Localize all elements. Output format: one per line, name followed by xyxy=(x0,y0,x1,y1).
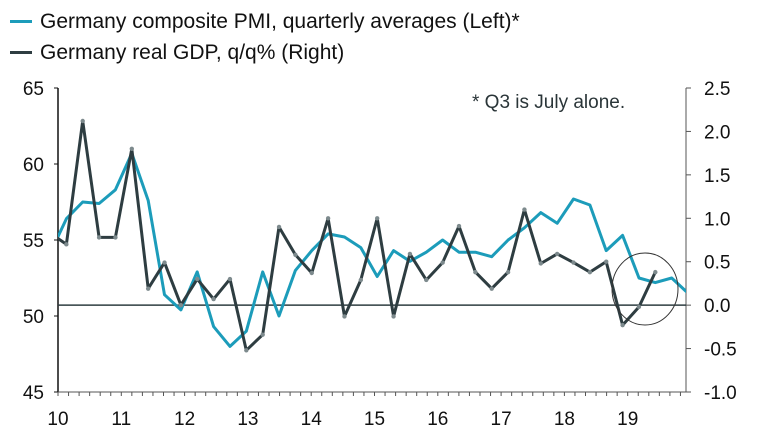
left-tick-label: 65 xyxy=(23,79,44,100)
legend: Germany composite PMI, quarterly average… xyxy=(10,6,520,68)
gdp-point xyxy=(227,276,233,282)
gdp-point xyxy=(145,286,151,291)
x-tick-label: 10 xyxy=(47,409,68,430)
legend-swatch-pmi xyxy=(10,20,32,23)
gdp-point xyxy=(571,260,576,265)
right-tick-label: 0.5 xyxy=(704,253,730,274)
gdp-point xyxy=(620,322,625,328)
gdp-point xyxy=(489,286,494,291)
x-tick-label: 17 xyxy=(491,409,512,430)
gdp-point xyxy=(276,224,282,230)
legend-item-pmi: Germany composite PMI, quarterly average… xyxy=(10,6,520,37)
gdp-point xyxy=(538,261,543,266)
gdp-point xyxy=(505,269,511,275)
gdp-point xyxy=(358,277,364,283)
legend-label-pmi: Germany composite PMI, quarterly average… xyxy=(40,9,520,33)
legend-item-gdp: Germany real GDP, q/q% (Right) xyxy=(10,37,520,68)
right-tick-label: 1.5 xyxy=(704,166,730,187)
gdp-point xyxy=(129,146,134,151)
gdp-point xyxy=(113,235,118,240)
series-layer xyxy=(48,118,686,353)
left-tick-label: 55 xyxy=(23,231,44,252)
right-tick-label: 0.0 xyxy=(704,296,730,317)
x-tick-label: 16 xyxy=(427,409,448,430)
gdp-point xyxy=(96,235,102,240)
axes: 65 60 55 50 45 2.5 2.0 1.5 1.0 0.5 0.0 -0.5 -1.0 10 11… xyxy=(23,79,737,430)
x-tick-label: 18 xyxy=(554,409,575,430)
highlight-circle xyxy=(611,252,679,326)
x-tick-label: 19 xyxy=(617,409,638,430)
gdp-point xyxy=(375,216,380,221)
gdp-point xyxy=(293,252,298,257)
gdp-point xyxy=(48,231,52,235)
gdp-point xyxy=(424,277,429,283)
legend-swatch-gdp xyxy=(10,51,32,54)
x-tick-label: 11 xyxy=(111,409,131,430)
pmi-line xyxy=(58,151,686,348)
gdp-line xyxy=(58,119,657,352)
gdp-point xyxy=(244,348,249,353)
gdp-point xyxy=(178,302,184,308)
left-tick-label: 60 xyxy=(23,155,44,176)
gdp-point xyxy=(554,251,560,257)
gdp-point xyxy=(162,260,167,265)
x-tick-label: 15 xyxy=(364,409,385,430)
x-tick-label: 14 xyxy=(301,409,323,430)
left-tick-label: 50 xyxy=(23,307,44,328)
gdp-point xyxy=(325,216,331,221)
x-tick-label: 12 xyxy=(174,409,195,430)
gdp-point xyxy=(64,242,69,247)
x-tick-label: 13 xyxy=(237,409,258,430)
gdp-point xyxy=(407,251,413,257)
gdp-point xyxy=(211,296,216,302)
left-tick-label: 45 xyxy=(23,383,44,404)
gdp-point xyxy=(473,269,478,275)
gdp-point xyxy=(309,270,314,276)
gdp-point xyxy=(653,269,658,275)
gdp-point xyxy=(260,332,265,337)
right-tick-label: 1.0 xyxy=(704,209,730,230)
annotation-note: * Q3 is July alone. xyxy=(472,92,625,113)
gdp-point xyxy=(604,259,609,264)
right-tick-label: 2.0 xyxy=(704,122,730,143)
gdp-point xyxy=(587,269,593,275)
right-tick-label: 2.5 xyxy=(704,79,730,100)
gdp-point xyxy=(391,314,396,319)
gdp-point xyxy=(195,276,200,282)
gdp-point xyxy=(440,260,445,265)
right-tick-label: -1.0 xyxy=(704,383,737,404)
gdp-point xyxy=(80,118,85,124)
gdp-point xyxy=(342,314,347,319)
legend-label-gdp: Germany real GDP, q/q% (Right) xyxy=(40,40,345,64)
gdp-point xyxy=(636,304,642,310)
gdp-point xyxy=(456,223,462,229)
right-tick-label: -0.5 xyxy=(704,340,737,361)
gdp-point xyxy=(522,207,527,212)
